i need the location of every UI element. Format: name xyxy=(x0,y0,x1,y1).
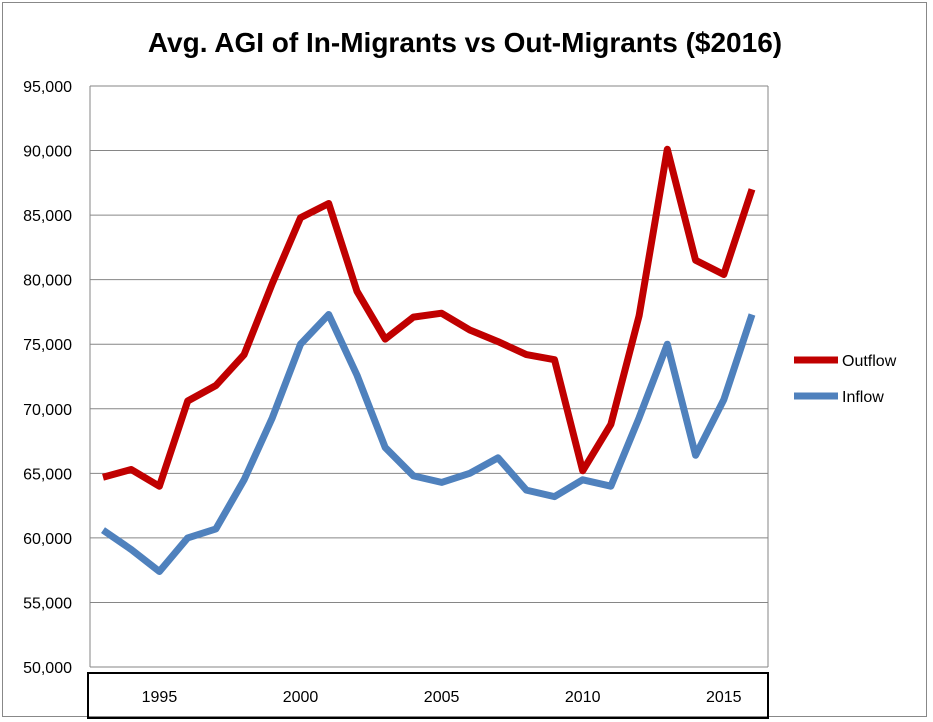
y-tick-label: 60,000 xyxy=(23,531,72,548)
x-axis: 1995 2000 2005 2010 2015 xyxy=(87,672,769,719)
x-tick-label: 2005 xyxy=(424,689,460,706)
legend-label-inflow: Inflow xyxy=(842,389,884,406)
y-tick-label: 80,000 xyxy=(23,273,72,290)
x-tick-label: 2000 xyxy=(283,689,319,706)
chart-title: Avg. AGI of In-Migrants vs Out-Migrants … xyxy=(148,27,782,58)
x-tick-label: 1995 xyxy=(142,689,178,706)
x-tick-label: 2015 xyxy=(706,689,742,706)
y-axis: 95,000 90,000 85,000 80,000 75,000 70,000 65,0… xyxy=(23,79,72,677)
legend-label-outflow: Outflow xyxy=(842,353,897,370)
legend: Outflow Inflow xyxy=(794,353,897,406)
series-line-inflow xyxy=(101,311,756,575)
y-tick-label: 85,000 xyxy=(23,208,72,225)
y-tick-label: 50,000 xyxy=(23,660,72,677)
y-tick-label: 65,000 xyxy=(23,466,72,483)
y-tick-label: 95,000 xyxy=(23,79,72,96)
y-tick-label: 55,000 xyxy=(23,595,72,612)
series-line-outflow xyxy=(102,145,756,490)
series-lines xyxy=(101,145,756,575)
x-tick-label: 2010 xyxy=(565,689,601,706)
y-tick-label: 70,000 xyxy=(23,402,72,419)
gridlines xyxy=(89,85,769,668)
x-axis-box xyxy=(87,672,769,719)
y-tick-label: 90,000 xyxy=(23,144,72,161)
y-tick-label: 75,000 xyxy=(23,337,72,354)
